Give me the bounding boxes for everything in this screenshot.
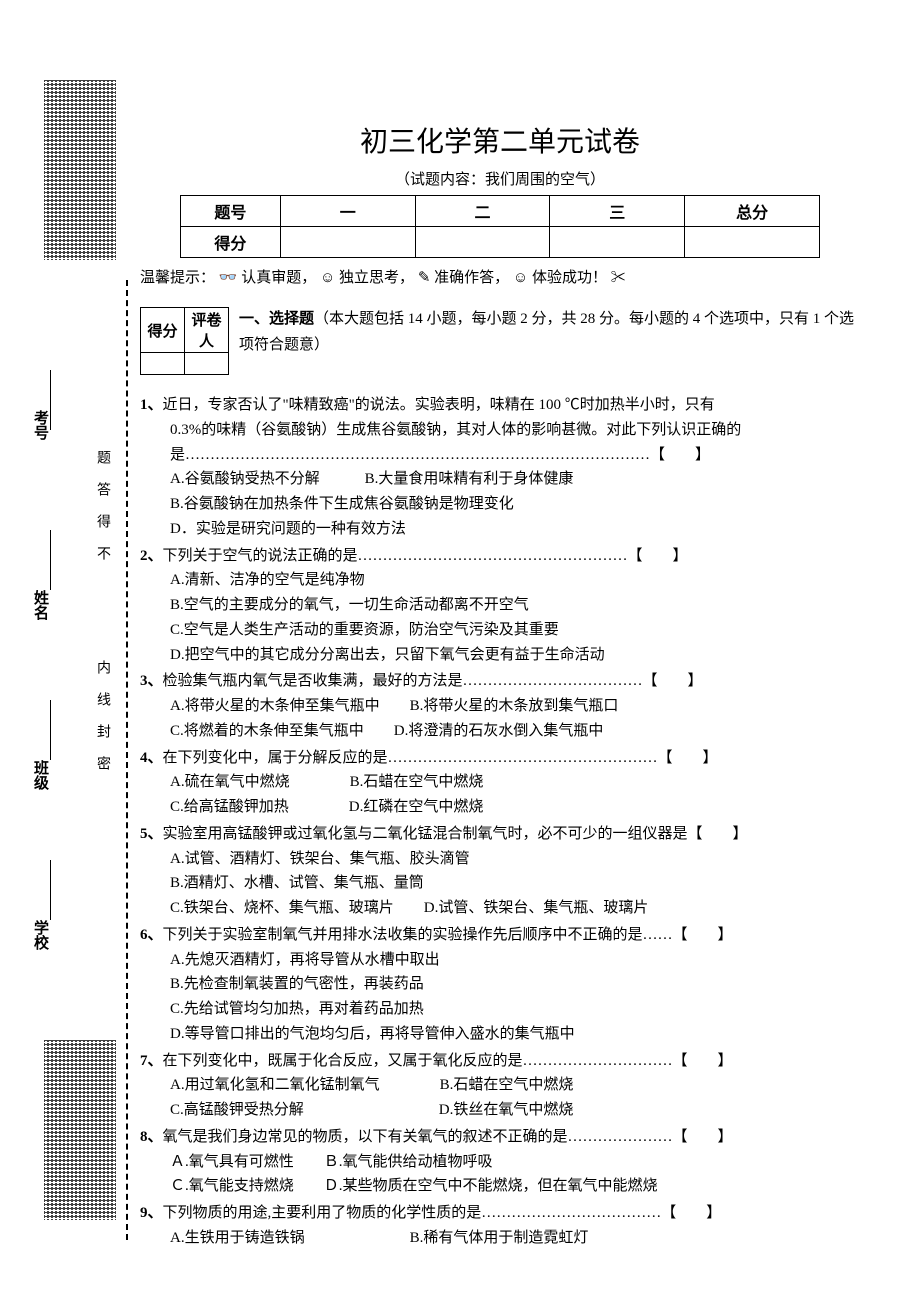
question-option: B.谷氨酸钠在加热条件下生成焦谷氨酸钠是物理变化	[140, 492, 860, 517]
question-option: C.给高锰酸钾加热 D.红磷在空气中燃烧	[140, 795, 860, 820]
th-num: 题号	[181, 196, 281, 227]
td-empty	[415, 227, 550, 258]
vline-2	[50, 530, 51, 590]
table-row: 得分 评卷人	[141, 308, 229, 353]
pencil-icon: ✎	[418, 270, 434, 286]
question-tail: 是…………………………………………………………………………………【 】	[140, 443, 860, 468]
vlabel-class: 班级	[30, 760, 51, 790]
th-2: 二	[415, 196, 550, 227]
question-tail: 8、氧气是我们身边常见的物质，以下有关氧气的叙述不正确的是…………………【 】	[140, 1125, 860, 1150]
question-tail: 3、检验集气瓶内氧气是否收集满，最好的方法是………………………………【 】	[140, 669, 860, 694]
question: 6、下列关于实验室制氧气并用排水法收集的实验操作先后顺序中不正确的是……【 】A…	[140, 923, 860, 1047]
question-option: A.生铁用于铸造铁锅 B.稀有气体用于制造霓虹灯	[140, 1226, 860, 1251]
question-option: A.用过氧化氢和二氧化锰制氧气 B.石蜡在空气中燃烧	[140, 1073, 860, 1098]
question-tail: 7、在下列变化中，既属于化合反应，又属于氧化反应的是…………………………【 】	[140, 1049, 860, 1074]
binding-pattern-top	[44, 80, 116, 260]
vline-4	[50, 860, 51, 920]
vline-1	[50, 370, 51, 430]
question-option: B.先检查制氧装置的气密性，再装药品	[140, 972, 860, 997]
question-option: A.清新、洁净的空气是纯净物	[140, 568, 860, 593]
page-title: 初三化学第二单元试卷	[140, 120, 860, 160]
hint-4: 体验成功！	[532, 270, 607, 286]
th-total: 总分	[685, 196, 820, 227]
question-option: C.将燃着的木条伸至集气瓶中 D.将澄清的石灰水倒入集气瓶中	[140, 719, 860, 744]
mini-right: 评卷人	[185, 308, 229, 353]
page-content: 初三化学第二单元试卷 （试题内容：我们周围的空气） 题号 一 二 三 总分 得分…	[0, 0, 920, 1293]
hint-2: 独立思考，	[339, 270, 414, 286]
question-option: B.酒精灯、水槽、试管、集气瓶、量筒	[140, 871, 860, 896]
table-row	[141, 353, 229, 375]
question: 4、在下列变化中，属于分解反应的是………………………………………………【 】A.…	[140, 746, 860, 820]
question: 5、实验室用高锰酸钾或过氧化氢与二氧化锰混合制氧气时，必不可少的一组仪器是【 】…	[140, 822, 860, 921]
question-tail: 9、下列物质的用途,主要利用了物质的化学性质的是………………………………【 】	[140, 1201, 860, 1226]
question: 1、近日，专家否认了"味精致癌"的说法。实验表明，味精在 100 ℃时加热半小时…	[140, 393, 860, 542]
question-option: C.高锰酸钾受热分解 D.铁丝在氧气中燃烧	[140, 1098, 860, 1123]
score-table: 题号 一 二 三 总分 得分	[180, 195, 820, 258]
question: 2、下列关于空气的说法正确的是………………………………………………【 】A.清新…	[140, 544, 860, 668]
question-tail: 2、下列关于空气的说法正确的是………………………………………………【 】	[140, 544, 860, 569]
scissors-icon: ✂	[611, 270, 626, 286]
smile-icon: ☺	[320, 270, 339, 286]
hint-row: 温馨提示： 👓 认真审题， ☺ 独立思考， ✎ 准确作答， ☺ 体验成功！ ✂	[140, 266, 860, 287]
vlabel-school: 学校	[30, 920, 51, 950]
td-empty	[280, 227, 415, 258]
question-option: A.硫在氧气中燃烧 B.石蜡在空气中燃烧	[140, 770, 860, 795]
hint-1: 认真审题，	[241, 270, 316, 286]
question: 8、氧气是我们身边常见的物质，以下有关氧气的叙述不正确的是…………………【 】Ａ…	[140, 1125, 860, 1199]
binding-pattern-bottom	[44, 1040, 116, 1220]
question-option: D.等导管口排出的气泡均匀后，再将导管伸入盛水的集气瓶中	[140, 1022, 860, 1047]
page-subtitle: （试题内容：我们周围的空气）	[140, 168, 860, 189]
question-option: A.谷氨酸钠受热不分解 B.大量食用味精有利于身体健康	[140, 467, 860, 492]
table-row: 得分	[181, 227, 820, 258]
vlabel-examno: 考号	[30, 410, 51, 440]
binding-labels: 考号 姓名 班级 学校 题答得不 内线封密	[20, 300, 120, 1000]
question-option: A.先熄灭酒精灯，再将导管从水槽中取出	[140, 948, 860, 973]
question-tail: 4、在下列变化中，属于分解反应的是………………………………………………【 】	[140, 746, 860, 771]
question-option: C.空气是人类生产活动的重要资源，防治空气污染及其重要	[140, 618, 860, 643]
td-score-label: 得分	[181, 227, 281, 258]
question-option: Ａ.氧气具有可燃性 Ｂ.氧气能供给动植物呼吸	[140, 1150, 860, 1175]
question-option: D.把空气中的其它成分分离出去，只留下氧气会更有益于生命活动	[140, 643, 860, 668]
question-option: C.铁架台、烧杯、集气瓶、玻璃片 D.试管、铁架台、集气瓶、玻璃片	[140, 896, 860, 921]
question-option: Ｃ.氧气能支持燃烧 Ｄ.某些物质在空气中不能燃烧，但在氧气中能燃烧	[140, 1174, 860, 1199]
question-option: B.空气的主要成分的氧气，一切生命活动都离不开空气	[140, 593, 860, 618]
smile-icon: ☺	[513, 270, 532, 286]
section-title: 一、选择题（本大题包括 14 小题，每小题 2 分，共 28 分。每小题的 4 …	[239, 307, 860, 358]
hint-prefix: 温馨提示：	[140, 270, 215, 286]
questions-container: 1、近日，专家否认了"味精致癌"的说法。实验表明，味精在 100 ℃时加热半小时…	[140, 393, 860, 1251]
question: 7、在下列变化中，既属于化合反应，又属于氧化反应的是…………………………【 】A…	[140, 1049, 860, 1123]
vlabel-inner-top: 题答得不	[92, 450, 112, 578]
glasses-icon: 👓	[219, 270, 241, 286]
vlabel-inner-bottom: 内线封密	[92, 660, 112, 788]
question-stem-line: 1、近日，专家否认了"味精致癌"的说法。实验表明，味精在 100 ℃时加热半小时…	[140, 393, 860, 418]
question: 9、下列物质的用途,主要利用了物质的化学性质的是………………………………【 】A…	[140, 1201, 860, 1251]
mini-empty	[141, 353, 185, 375]
question-option: A.试管、酒精灯、铁架台、集气瓶、胶头滴管	[140, 847, 860, 872]
section-header: 得分 评卷人 一、选择题（本大题包括 14 小题，每小题 2 分，共 28 分。…	[140, 307, 860, 375]
question-option: A.将带火星的木条伸至集气瓶中 B.将带火星的木条放到集气瓶口	[140, 694, 860, 719]
question-option: C.先给试管均匀加热，再对着药品加热	[140, 997, 860, 1022]
question: 3、检验集气瓶内氧气是否收集满，最好的方法是………………………………【 】A.将…	[140, 669, 860, 743]
question-option: D．实验是研究问题的一种有效方法	[140, 517, 860, 542]
mini-empty	[185, 353, 229, 375]
th-3: 三	[550, 196, 685, 227]
mini-left: 得分	[141, 308, 185, 353]
question-stem-line: 0.3%的味精（谷氨酸钠）生成焦谷氨酸钠，其对人体的影响甚微。对此下列认识正确的	[140, 418, 860, 443]
section-label: 一、选择题	[239, 311, 314, 327]
table-row: 题号 一 二 三 总分	[181, 196, 820, 227]
section-desc: （本大题包括 14 小题，每小题 2 分，共 28 分。每小题的 4 个选项中，…	[239, 311, 854, 353]
vline-3	[50, 700, 51, 760]
th-1: 一	[280, 196, 415, 227]
score-mini-table: 得分 评卷人	[140, 307, 229, 375]
question-tail: 6、下列关于实验室制氧气并用排水法收集的实验操作先后顺序中不正确的是……【 】	[140, 923, 860, 948]
vlabel-name: 姓名	[30, 590, 51, 620]
hint-3: 准确作答，	[434, 270, 509, 286]
fold-dashed-line	[126, 280, 128, 1240]
td-empty	[685, 227, 820, 258]
question-tail: 5、实验室用高锰酸钾或过氧化氢与二氧化锰混合制氧气时，必不可少的一组仪器是【 】	[140, 822, 860, 847]
td-empty	[550, 227, 685, 258]
